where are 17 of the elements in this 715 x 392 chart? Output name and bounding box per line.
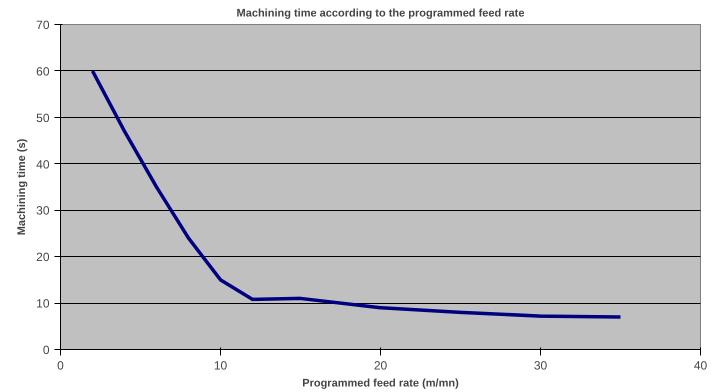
x-tick-label: 30 xyxy=(534,358,548,372)
y-tick-label: 70 xyxy=(36,18,50,32)
y-tick-label: 30 xyxy=(36,204,50,218)
x-tick-label: 10 xyxy=(214,358,228,372)
chart-title: Machining time according to the programmed feed rate xyxy=(236,8,524,20)
x-tick-label: 0 xyxy=(57,358,64,372)
y-tick-label: 60 xyxy=(36,64,50,78)
y-tick-label: 10 xyxy=(36,296,50,311)
y-axis-title: Machining time (s) xyxy=(16,138,28,236)
y-tick-label: 50 xyxy=(36,110,50,125)
x-tick-label: 20 xyxy=(374,358,388,372)
line-series xyxy=(90,69,622,319)
y-tick-label: 40 xyxy=(36,157,50,172)
x-axis-title: Programmed feed rate (m/mn) xyxy=(302,378,460,390)
y-tick-label: 0 xyxy=(42,343,50,357)
x-tick-label: 40 xyxy=(694,358,708,372)
y-tick-label: 20 xyxy=(36,250,50,264)
